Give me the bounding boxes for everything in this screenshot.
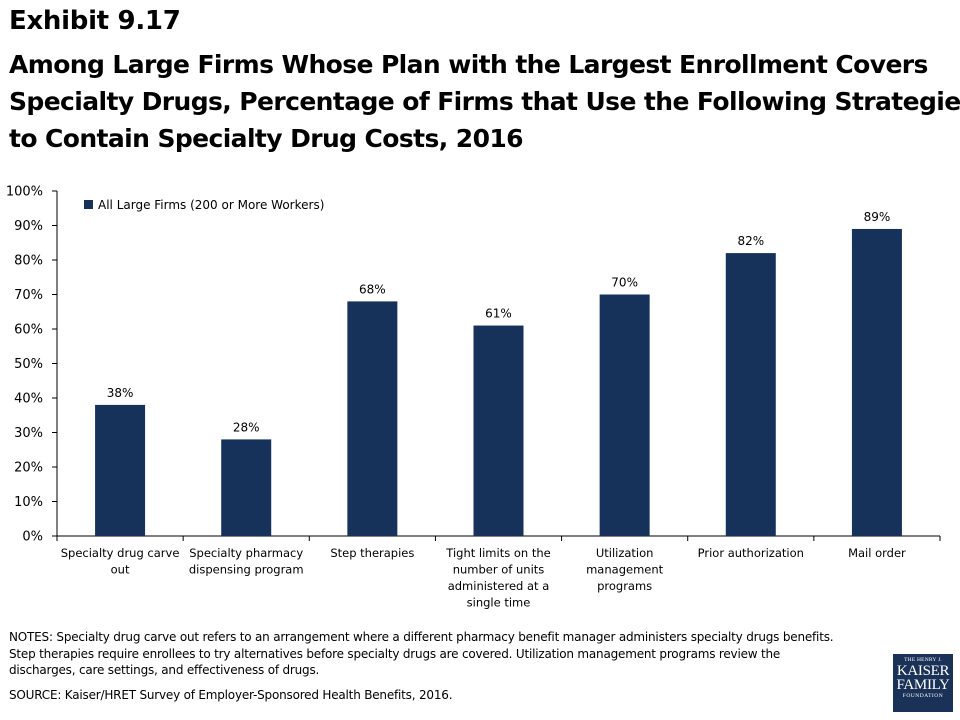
logo-line-1: THE HENRY J. bbox=[904, 657, 942, 663]
bar bbox=[347, 301, 398, 536]
bar bbox=[725, 253, 776, 536]
data-label: 68% bbox=[359, 282, 386, 296]
y-tick-label: 60% bbox=[14, 323, 43, 338]
x-tick-label: Tight limits on the number of units admini… bbox=[445, 546, 550, 610]
x-tick-label: Prior authorization bbox=[698, 546, 804, 560]
x-tick-label-line: Mail order bbox=[848, 546, 906, 560]
x-tick-label-line: Step therapies bbox=[330, 546, 414, 560]
legend-swatch bbox=[84, 200, 93, 209]
exhibit-number: Exhibit 9.17 bbox=[9, 6, 181, 36]
bar bbox=[95, 404, 146, 536]
x-tick-label-line: Specialty drug carve bbox=[61, 546, 180, 560]
notes: NOTES: Specialty drug carve out refers t… bbox=[9, 629, 869, 679]
logo-line-4: FOUNDATION bbox=[902, 693, 944, 699]
x-tick-label-line: programs bbox=[597, 579, 652, 593]
chart-title-line-2: Specialty Drugs, Percentage of Firms tha… bbox=[9, 87, 960, 116]
data-label: 38% bbox=[107, 386, 134, 400]
x-tick-label: Mail order bbox=[848, 546, 906, 560]
y-tick-label: 50% bbox=[14, 357, 43, 372]
logo-line-2: KAISER bbox=[896, 663, 950, 679]
bar bbox=[221, 439, 272, 536]
x-tick-label-line: number of units bbox=[453, 563, 545, 577]
x-tick-label-line: administered at a bbox=[448, 579, 550, 593]
x-tick-label-line: Prior authorization bbox=[698, 546, 804, 560]
data-label: 70% bbox=[611, 276, 638, 290]
y-tick-label: 0% bbox=[22, 530, 43, 545]
chart-title-line-1: Among Large Firms Whose Plan with the La… bbox=[9, 50, 928, 79]
y-tick-label: 90% bbox=[14, 219, 43, 234]
legend-label: All Large Firms (200 or More Workers) bbox=[98, 198, 324, 212]
bar-chart: 0% 10% 20% 30% 40% 50% 60% 70% 80% 90% 100% 38% Spec… bbox=[6, 185, 941, 610]
notes-line-2: Step therapies require enrollees to try … bbox=[9, 646, 781, 661]
data-label: 89% bbox=[864, 210, 891, 224]
y-tick-label: 70% bbox=[14, 288, 43, 303]
x-tick-label-line: dispensing program bbox=[189, 563, 304, 577]
notes-line-3: discharges, care settings, and effective… bbox=[9, 663, 320, 677]
notes-line-1: NOTES: Specialty drug carve out refers t… bbox=[9, 630, 834, 644]
x-tick-label-line: single time bbox=[467, 596, 531, 610]
y-tick-label: 30% bbox=[14, 426, 43, 441]
bar bbox=[851, 228, 902, 536]
y-tick-label: 100% bbox=[6, 185, 43, 200]
y-tick-label: 80% bbox=[14, 254, 43, 269]
source-note: SOURCE: Kaiser/HRET Survey of Employer-S… bbox=[9, 688, 453, 702]
data-label: 28% bbox=[233, 420, 260, 434]
x-tick-label: Utilization management programs bbox=[586, 546, 664, 593]
y-tick-label: 10% bbox=[14, 495, 43, 510]
x-tick-label: Specialty drug carve out bbox=[61, 546, 180, 577]
y-tick-label: 20% bbox=[14, 461, 43, 476]
chart-title: Among Large Firms Whose Plan with the La… bbox=[9, 46, 960, 157]
data-label: 82% bbox=[737, 234, 764, 248]
data-label: 61% bbox=[485, 307, 512, 321]
bar bbox=[473, 325, 524, 536]
x-tick-label: Specialty pharmacy dispensing program bbox=[189, 546, 304, 577]
x-tick-label-line: Specialty pharmacy bbox=[189, 546, 303, 560]
kff-logo: THE HENRY J. KAISER FAMILY FOUNDATION bbox=[893, 654, 953, 712]
chart-title-line-3: to Contain Specialty Drug Costs, 2016 bbox=[9, 124, 524, 153]
x-tick-label-line: Utilization bbox=[596, 546, 654, 560]
x-tick-label-line: out bbox=[111, 563, 130, 577]
y-tick-label: 40% bbox=[14, 392, 43, 407]
x-tick-label: Step therapies bbox=[330, 546, 414, 560]
x-tick-label-line: Tight limits on the bbox=[445, 546, 550, 560]
bar bbox=[599, 294, 650, 536]
logo-line-3: FAMILY bbox=[896, 677, 950, 693]
x-tick-label-line: management bbox=[586, 563, 664, 577]
